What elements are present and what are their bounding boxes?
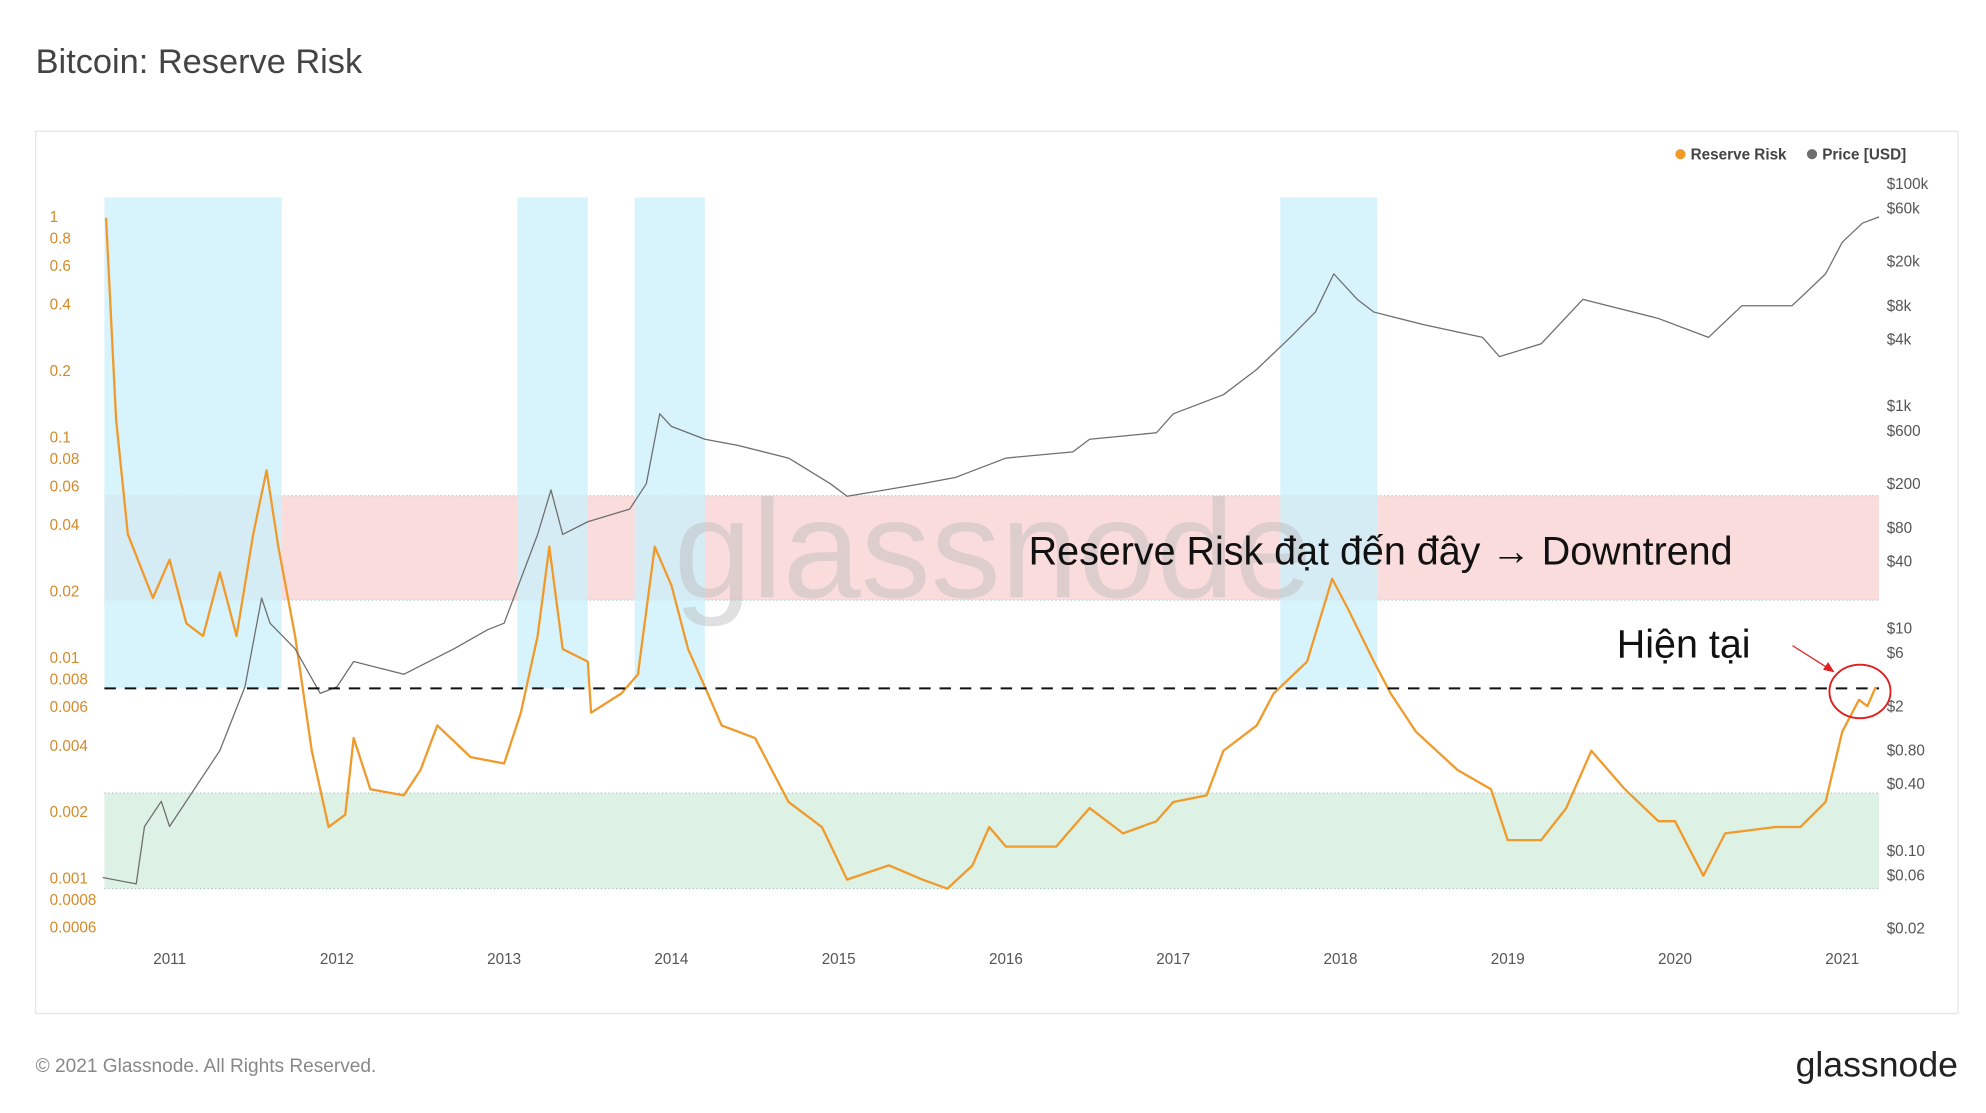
watermark: glassnode [674, 470, 1312, 627]
footer-copyright: © 2021 Glassnode. All Rights Reserved. [36, 1056, 377, 1077]
y2-tick-label: $1k [1887, 398, 1912, 415]
x-tick-label: 2019 [1491, 951, 1525, 968]
y2-tick-label: $0.80 [1887, 743, 1925, 760]
zone [104, 792, 1880, 889]
y2-tick-label: $0.02 [1887, 921, 1925, 938]
x-tick-label: 2020 [1658, 951, 1692, 968]
footer-logo: glassnode [1796, 1044, 1958, 1084]
y-tick-label: 0.008 [50, 671, 88, 688]
y-tick-label: 0.8 [50, 230, 71, 247]
legend-marker [1675, 149, 1686, 160]
y-tick-label: 0.004 [50, 738, 89, 755]
y2-tick-label: $100k [1887, 176, 1929, 193]
y-tick-label: 0.0006 [50, 920, 97, 937]
y-tick-label: 0.01 [50, 650, 80, 667]
annotation-arrowhead [1823, 662, 1835, 673]
x-tick-label: 2013 [487, 951, 521, 968]
x-tick-label: 2015 [822, 951, 856, 968]
y2-tick-label: $6 [1887, 645, 1904, 662]
y2-tick-label: $600 [1887, 423, 1921, 440]
y2-tick-label: $0.10 [1887, 843, 1925, 860]
y-tick-label: 0.006 [50, 699, 88, 716]
annotation: Hiện tại [1617, 622, 1751, 666]
y2-tick-label: $0.06 [1887, 868, 1925, 885]
chart-frame [35, 130, 1959, 1015]
series-line [104, 217, 1877, 890]
x-tick-label: 2021 [1825, 951, 1859, 968]
x-tick-label: 2016 [989, 951, 1023, 968]
annotation: Reserve Risk đạt đến đây → Downtrend [1029, 529, 1733, 573]
y-tick-label: 0.02 [50, 584, 80, 601]
legend-label: Price [USD] [1822, 147, 1906, 164]
y-tick-label: 0.06 [50, 478, 80, 495]
plot-background [104, 197, 1880, 890]
annotation-arrow [1792, 645, 1832, 671]
x-tick-label: 2017 [1156, 951, 1190, 968]
y-tick-label: 1 [50, 209, 59, 226]
y-tick-label: 0.2 [50, 363, 71, 380]
x-tick-label: 2014 [654, 951, 688, 968]
y-tick-label: 0.002 [50, 804, 88, 821]
y2-tick-label: $8k [1887, 298, 1912, 315]
y-tick-label: 0.4 [50, 297, 72, 314]
legend-marker [1806, 149, 1818, 160]
legend-label: Reserve Risk [1691, 147, 1787, 164]
highlight-period [1280, 197, 1378, 689]
y2-tick-label: $80 [1887, 520, 1912, 537]
y2-tick-label: $40 [1887, 554, 1912, 571]
plot: 1 0.8 0.6 0.4 0.2 0.1 0.08 0.06 0.04 0.02 0.01 0.00… [50, 147, 1929, 969]
highlight-period [104, 197, 282, 689]
series-line [102, 216, 1880, 885]
x-tick-label: 2011 [153, 951, 186, 968]
y-tick-label: 0.04 [50, 517, 80, 534]
y2-tick-label: $4k [1887, 331, 1912, 348]
y-tick-label: 0.0008 [50, 892, 97, 909]
y2-tick-label: $200 [1887, 476, 1921, 493]
y2-tick-label: $20k [1887, 254, 1920, 271]
y-tick-label: 0.1 [50, 429, 71, 446]
y2-tick-label: $10 [1887, 621, 1912, 638]
x-tick-label: 2018 [1323, 951, 1357, 968]
highlight-period [517, 197, 588, 689]
y-tick-label: 0.6 [50, 258, 71, 275]
y2-tick-label: $60k [1887, 201, 1920, 218]
y2-tick-label: $0.40 [1887, 776, 1925, 793]
y2-tick-label: $2 [1887, 698, 1904, 715]
annotation-circle [1828, 663, 1892, 720]
y-tick-label: 0.001 [50, 871, 88, 888]
y-tick-label: 0.08 [50, 451, 80, 468]
zone [104, 495, 1880, 601]
x-tick-label: 2012 [320, 951, 354, 968]
chart-title: Bitcoin: Reserve Risk [36, 43, 363, 81]
